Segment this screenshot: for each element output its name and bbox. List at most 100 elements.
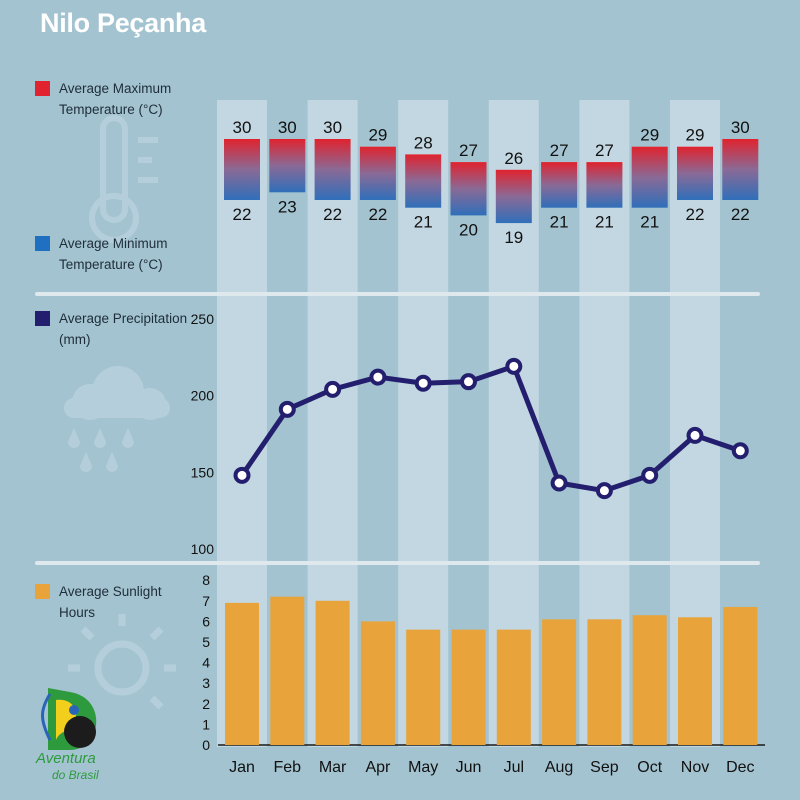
legend-sun-label: Average Sunlight Hours: [59, 584, 162, 620]
min-temp-label: 21: [595, 213, 614, 232]
temp-range-bar: [541, 162, 578, 208]
max-temp-label: 27: [459, 141, 478, 160]
min-temp-label: 21: [640, 213, 659, 232]
legend-min-temp: Average Minimum Temperature (°C): [35, 235, 189, 275]
sun-bar: [632, 615, 667, 745]
precip-tick-label: 250: [191, 311, 215, 327]
min-temp-label: 21: [414, 213, 433, 232]
temp-range-bar: [495, 169, 532, 224]
thermometer-icon: [89, 115, 158, 243]
max-temp-label: 30: [323, 118, 342, 137]
precip-point: [233, 466, 251, 484]
logo-mark-icon: [41, 688, 97, 750]
max-temp-label: 27: [595, 141, 614, 160]
legend-max-temp-label: Average Maximum Temperature (°C): [59, 81, 172, 117]
month-label: Nov: [681, 759, 709, 776]
sun-bar: [678, 617, 712, 745]
precip-tick-label: 100: [191, 541, 215, 557]
chart-title: Nilo Peçanha: [40, 8, 206, 38]
month-label: Sep: [590, 759, 619, 776]
precip-point: [369, 368, 387, 386]
legend-precipitation: Average Precipitation (mm): [35, 310, 189, 350]
legend-precip-label: Average Precipitation (mm): [59, 311, 188, 347]
month-label: Jan: [229, 759, 255, 776]
max-temp-label: 30: [278, 118, 297, 137]
sun-bar: [270, 596, 305, 745]
rain-cloud-icon: [64, 366, 170, 472]
temp-range-bar: [677, 146, 713, 200]
logo: Aventura do Brasil: [30, 680, 120, 790]
legend-max-temp: Average Maximum Temperature (°C): [35, 80, 189, 120]
max-temp-label: 30: [731, 118, 750, 137]
sun-bar: [451, 629, 486, 745]
max-temp-label: 29: [640, 126, 659, 145]
month-label: May: [408, 759, 438, 776]
min-temp-label: 22: [368, 205, 387, 224]
temp-range-bar: [586, 162, 623, 208]
temp-range-bar: [450, 162, 487, 216]
max-temp-swatch: [35, 81, 50, 96]
sun-tick-label: 0: [202, 737, 210, 753]
min-temp-label: 22: [323, 205, 342, 224]
max-temp-label: 26: [504, 149, 523, 168]
sun-bar: [406, 629, 441, 745]
min-temp-label: 20: [459, 220, 478, 239]
temp-range-bar: [359, 146, 396, 200]
min-temp-swatch: [35, 236, 50, 251]
sun-bar: [587, 619, 622, 745]
precip-point: [550, 474, 568, 492]
precip-tick-label: 200: [191, 388, 215, 404]
sun-tick-label: 4: [202, 655, 210, 671]
min-temp-label: 19: [504, 228, 523, 247]
precip-tick-label: 150: [191, 464, 215, 480]
precip-point: [414, 374, 432, 392]
max-temp-label: 30: [233, 118, 252, 137]
sun-tick-label: 6: [202, 613, 210, 629]
sun-bar: [225, 602, 259, 745]
sun-tick-label: 7: [202, 593, 210, 609]
legend-sunlight: Average Sunlight Hours: [35, 583, 189, 623]
month-label: Mar: [319, 759, 347, 776]
precip-point: [731, 442, 749, 460]
precip-point: [641, 466, 659, 484]
min-temp-label: 21: [550, 213, 569, 232]
sun-swatch: [35, 584, 50, 599]
sun-bar: [496, 629, 531, 745]
sun-bar: [542, 619, 577, 745]
month-label: Dec: [726, 759, 754, 776]
sun-bar: [723, 606, 758, 745]
min-temp-label: 22: [686, 205, 705, 224]
min-temp-label: 22: [731, 205, 750, 224]
month-label: Oct: [637, 759, 662, 776]
temp-range-bar: [722, 139, 759, 200]
precip-point: [278, 400, 296, 418]
sun-tick-label: 2: [202, 696, 210, 712]
logo-text-line2: do Brasil: [52, 768, 99, 782]
sun-tick-label: 1: [202, 716, 210, 732]
precip-point: [505, 357, 523, 375]
min-temp-label: 23: [278, 197, 297, 216]
max-temp-label: 27: [550, 141, 569, 160]
temp-range-bar: [631, 146, 668, 208]
month-label: Apr: [365, 759, 391, 776]
sun-tick-label: 8: [202, 572, 210, 588]
temp-range-bar: [314, 139, 351, 200]
precip-swatch: [35, 311, 50, 326]
temp-range-bar: [224, 139, 260, 200]
max-temp-label: 29: [368, 126, 387, 145]
month-label: Feb: [274, 759, 302, 776]
month-label: Jun: [456, 759, 482, 776]
max-temp-label: 28: [414, 133, 433, 152]
precip-point: [686, 426, 704, 444]
sun-bar: [360, 621, 395, 745]
sun-icon: [68, 614, 176, 710]
precip-point: [460, 373, 477, 391]
sun-bar: [315, 600, 350, 745]
precip-point: [324, 380, 342, 398]
sun-tick-label: 3: [202, 675, 210, 691]
precip-point: [595, 482, 613, 500]
min-temp-label: 22: [233, 205, 252, 224]
temp-range-bar: [405, 154, 442, 208]
